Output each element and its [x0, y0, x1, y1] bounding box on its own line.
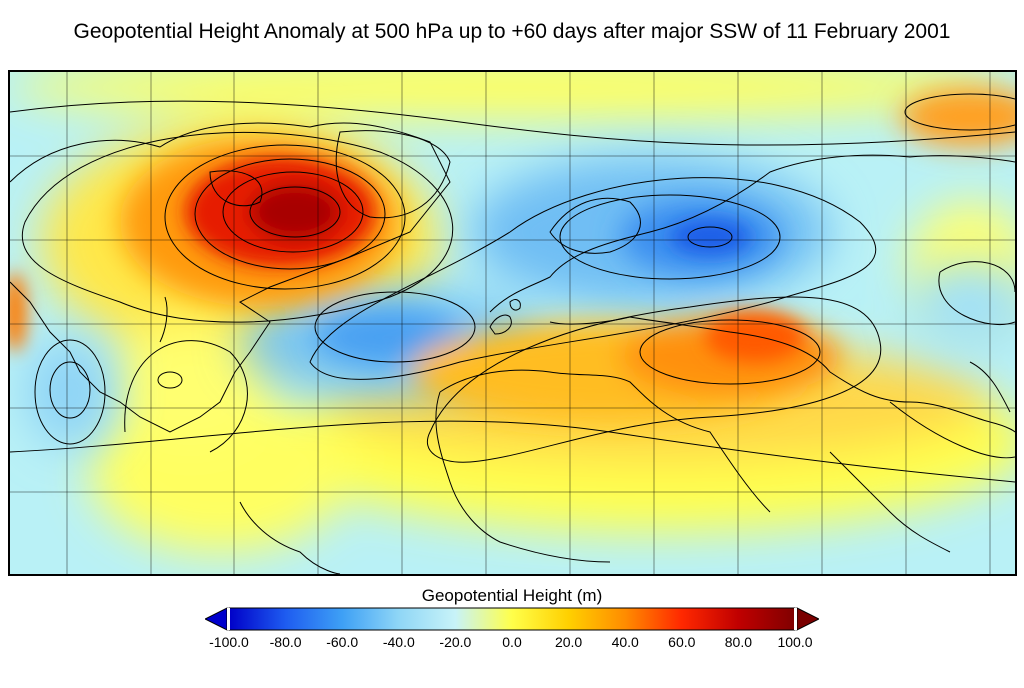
colorbar-tick-label: -100.0: [209, 634, 249, 650]
colorbar-title: Geopotential Height (m): [421, 586, 603, 605]
colorbar: [205, 607, 819, 631]
graticule: [10, 72, 1015, 574]
map-svg: [10, 72, 1015, 574]
colorbar-tick-label: -60.0: [326, 634, 359, 650]
colorbar-tick-label: -80.0: [269, 634, 302, 650]
chart-title: Geopotential Height Anomaly at 500 hPa u…: [73, 20, 951, 43]
anomaly-field-peak: [10, 157, 805, 362]
colorbar-tick-label: -40.0: [382, 634, 415, 650]
contour-lines: [10, 93, 1015, 483]
colorbar-tick-label: 0.0: [502, 634, 522, 650]
colorbar-tick-labels: -100.0 -80.0 -60.0 -40.0 -20.0 0.0 20.0 40.0 60.…: [0, 634, 1024, 656]
colorbar-tick-label: 100.0: [777, 634, 813, 650]
colorbar-tick-label: -20.0: [439, 634, 472, 650]
colorbar-high-extend: [796, 607, 819, 631]
colorbar-tick-label: 80.0: [724, 634, 753, 650]
colorbar-low-extend: [205, 607, 228, 631]
colorbar-tick-label: 60.0: [668, 634, 696, 650]
colorbar-tick-label: 40.0: [611, 634, 639, 650]
colorbar-tick-label: 20.0: [554, 634, 583, 650]
colorbar-gradient: [228, 607, 796, 631]
anomaly-map: [8, 70, 1017, 576]
